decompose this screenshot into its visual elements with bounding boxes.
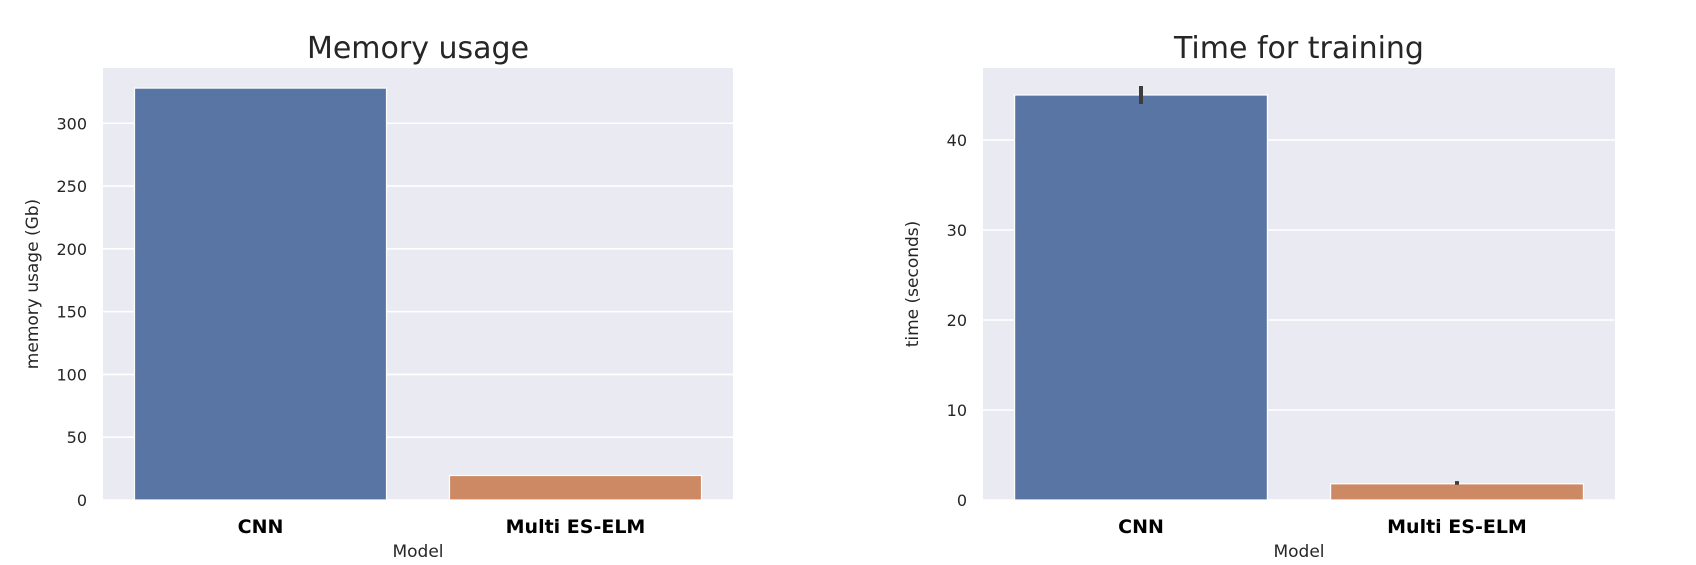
y-tick-label: 200 (56, 240, 87, 259)
chart-title: Memory usage (307, 31, 529, 66)
x-ticks: CNN Multi ES-ELM (1118, 516, 1527, 538)
bars (1013, 86, 1584, 501)
y-tick-label: 40 (947, 131, 967, 150)
bar-multi-es-elm (1329, 483, 1584, 501)
y-tick-label: 100 (56, 365, 87, 384)
y-tick-label: 20 (947, 311, 967, 330)
memory-usage-chart: 0 50 100 150 200 250 300 CNN Multi ES-ELM Memor… (23, 31, 733, 562)
chart-title: Time for training (1173, 31, 1424, 66)
bar-multi-es-elm (448, 474, 703, 501)
y-tick-label: 50 (67, 428, 87, 447)
x-axis-label: Model (392, 542, 443, 561)
y-tick-label: 300 (56, 114, 87, 133)
y-tick-label: 150 (56, 303, 87, 322)
x-tick-label: CNN (1118, 516, 1164, 538)
y-tick-label: 0 (957, 491, 967, 510)
x-ticks: CNN Multi ES-ELM (238, 516, 646, 538)
x-tick-label: Multi ES-ELM (1387, 516, 1527, 538)
y-tick-label: 0 (77, 491, 87, 510)
y-axis-label: time (seconds) (903, 221, 923, 348)
x-tick-label: Multi ES-ELM (506, 516, 646, 538)
y-tick-label: 250 (56, 177, 87, 196)
bar-cnn (1013, 94, 1268, 501)
x-tick-label: CNN (238, 516, 284, 538)
y-ticks: 0 10 20 30 40 (947, 131, 967, 510)
y-tick-label: 30 (947, 221, 967, 240)
y-axis-label: memory usage (Gb) (23, 199, 43, 369)
bar-cnn (133, 87, 388, 501)
y-ticks: 0 50 100 150 200 250 300 (56, 114, 87, 510)
y-tick-label: 10 (947, 401, 967, 420)
training-time-chart: 0 10 20 30 40 CNN Multi ES-ELM Time for train… (903, 31, 1615, 562)
x-axis-label: Model (1273, 542, 1324, 561)
bars (133, 87, 703, 501)
